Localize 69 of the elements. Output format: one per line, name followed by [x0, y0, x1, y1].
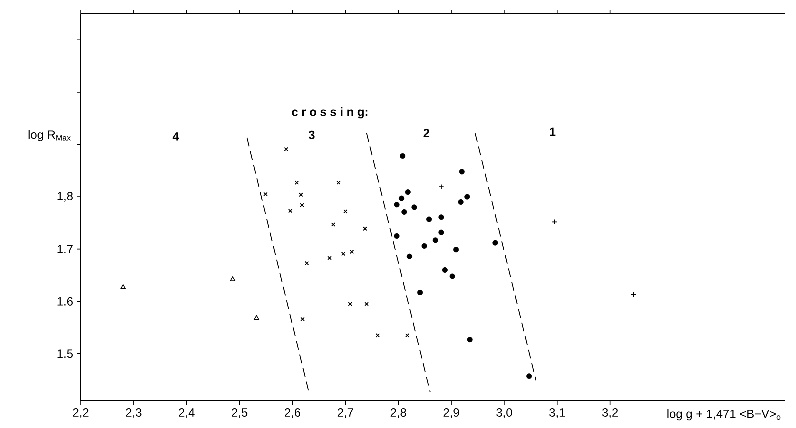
point [336, 180, 341, 186]
point [426, 216, 432, 222]
point [284, 147, 289, 152]
point [350, 250, 354, 254]
point [406, 254, 413, 260]
x-tick-label: 2,3 [126, 408, 142, 418]
annotation: 4 [172, 132, 180, 141]
y-tick-label: 1,8 [58, 192, 73, 202]
point [120, 284, 126, 290]
point [300, 203, 304, 208]
x-tick-label: 3,0 [496, 408, 512, 418]
point [405, 190, 411, 196]
point [422, 243, 428, 249]
point [394, 233, 400, 240]
y-tick-label: 1.5 [58, 350, 73, 358]
point [467, 337, 473, 343]
point [344, 210, 348, 214]
y-tick-label: 1.6 [58, 297, 73, 306]
point [398, 196, 405, 202]
point [254, 315, 260, 320]
point [294, 180, 300, 186]
x-tick-label: 2,6 [285, 408, 301, 418]
point [450, 274, 456, 280]
point [402, 209, 408, 215]
x-tick-label: 2,5 [232, 408, 248, 418]
point [552, 219, 558, 225]
annotation: 1 [550, 128, 556, 136]
annotation: c r o s s i n g: [292, 107, 368, 119]
point [304, 261, 310, 266]
point [230, 276, 236, 282]
point [328, 256, 332, 260]
annotation: 3 [308, 130, 315, 140]
point [288, 209, 293, 214]
point [458, 199, 464, 206]
point [459, 169, 465, 175]
point [418, 290, 424, 296]
point [348, 302, 353, 306]
x-tick-label: 2,7 [338, 408, 354, 418]
annotation: 2 [424, 129, 430, 138]
point [364, 302, 369, 306]
x-tick-label: 3,1 [550, 408, 566, 418]
point [264, 192, 268, 197]
x-tick-label: 2,4 [179, 408, 195, 418]
point [526, 374, 532, 380]
point [442, 267, 448, 274]
point [438, 214, 444, 220]
x-tick-label: 3,2 [602, 408, 618, 418]
point [331, 222, 336, 227]
point [363, 226, 368, 232]
point [432, 238, 438, 244]
point [464, 194, 470, 200]
y-axis-title: log R$_{Max}$ [28, 130, 71, 142]
x-tick-label: 2,9 [444, 408, 460, 418]
x-tick-label: 2,8 [390, 408, 406, 418]
point [400, 153, 406, 160]
point [454, 247, 460, 253]
point [376, 333, 380, 338]
point [438, 184, 444, 190]
point [394, 202, 400, 208]
point [341, 252, 346, 256]
point [492, 240, 498, 246]
point [405, 333, 410, 338]
y-tick-label: 1.7 [58, 245, 73, 254]
point [299, 192, 304, 198]
point [412, 204, 418, 210]
x-tick-label: 2,2 [73, 408, 89, 418]
x-axis-title: log g + 1,471 <B−V>$_{o}$ [668, 410, 781, 421]
point [438, 230, 444, 236]
point [300, 317, 305, 322]
